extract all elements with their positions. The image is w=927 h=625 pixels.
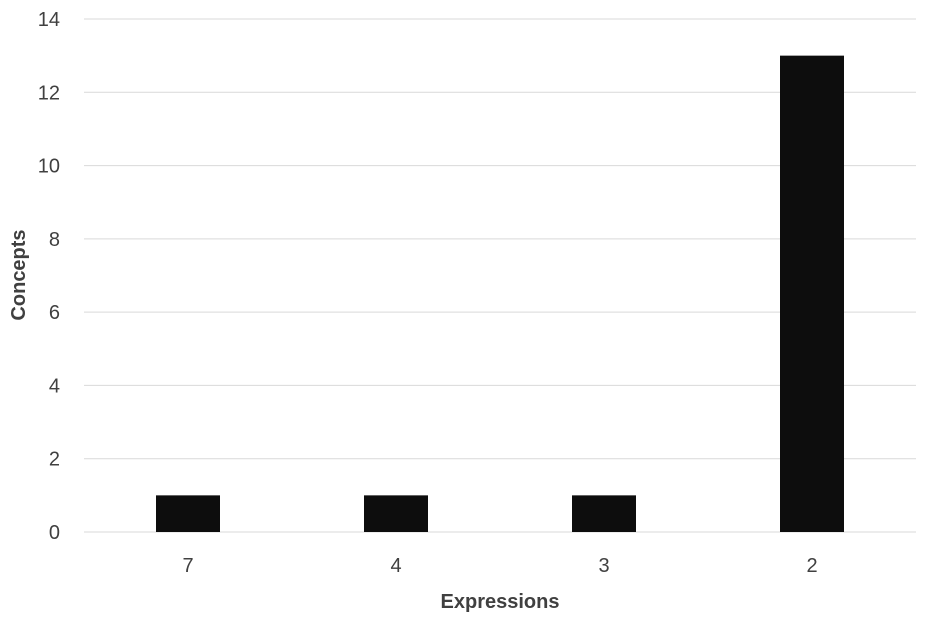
x-axis-ticks: 7 4 3 2 bbox=[182, 555, 817, 577]
bar-3 bbox=[572, 495, 636, 532]
x-tick-label: 7 bbox=[182, 555, 193, 577]
x-tick-label: 3 bbox=[598, 555, 609, 577]
x-tick-label: 2 bbox=[806, 555, 817, 577]
y-axis-ticks: 0 2 4 6 8 10 12 14 bbox=[38, 9, 60, 544]
gridlines bbox=[84, 18, 916, 533]
bars bbox=[156, 55, 844, 533]
bar-4 bbox=[364, 495, 428, 532]
y-tick-label: 10 bbox=[38, 156, 60, 178]
x-tick-label: 4 bbox=[390, 555, 401, 577]
y-axis-title: Concepts bbox=[8, 229, 30, 320]
y-tick-label: 0 bbox=[49, 522, 60, 544]
x-axis-title: Expressions bbox=[441, 591, 560, 613]
y-tick-label: 2 bbox=[49, 449, 60, 471]
bar-7 bbox=[156, 495, 220, 532]
y-tick-label: 14 bbox=[38, 9, 60, 31]
y-tick-label: 4 bbox=[49, 375, 60, 397]
y-tick-label: 12 bbox=[38, 82, 60, 104]
y-tick-label: 8 bbox=[49, 229, 60, 251]
bar-2 bbox=[780, 55, 844, 533]
y-tick-label: 6 bbox=[49, 302, 60, 324]
